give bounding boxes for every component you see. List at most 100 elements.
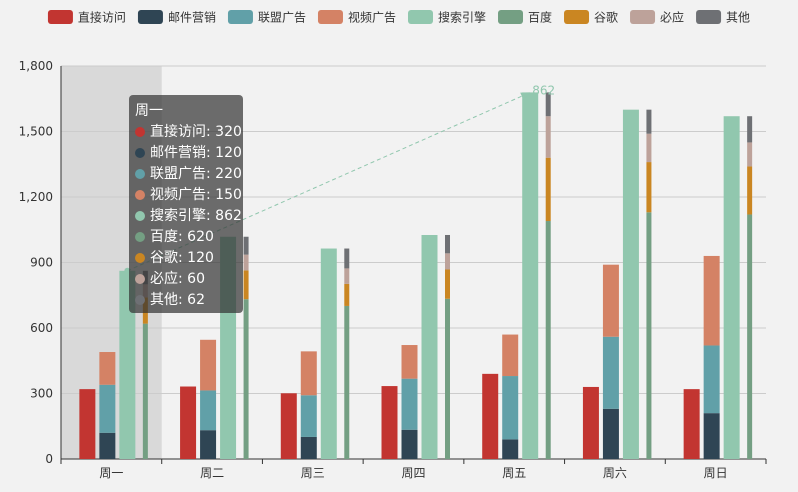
y-tick-label: 0	[45, 452, 53, 466]
tooltip-series-name: 搜索引擎	[150, 208, 206, 224]
tooltip: 周一 直接访问: 320 邮件营销: 120 联盟广告: 220 视频广告: 150 搜…	[129, 95, 243, 313]
tooltip-dot	[135, 169, 145, 179]
tooltip-row: 必应: 60	[135, 269, 237, 290]
bar-视频广告	[99, 352, 116, 385]
bar-视频广告	[401, 345, 418, 379]
legend-item-必应: 必应	[630, 10, 684, 25]
bar-搜索引擎	[622, 109, 639, 460]
bar-直接访问	[180, 386, 197, 459]
legend-item-搜索引擎: 搜索引擎	[407, 10, 486, 25]
bar-直接访问	[482, 373, 499, 459]
tooltip-series-value: 62	[187, 292, 205, 308]
legend-item-邮件营销: 邮件营销	[137, 10, 216, 25]
tooltip-series-value: 150	[215, 187, 242, 203]
bar-其他	[243, 236, 249, 255]
legend-label: 其他	[726, 11, 750, 25]
tooltip-series-value: 220	[215, 166, 242, 182]
x-tick-label: 周六	[603, 466, 627, 480]
bar-直接访问	[381, 386, 398, 459]
tooltip-series-value: 120	[187, 250, 214, 266]
x-tick-label: 周一	[99, 466, 123, 480]
tooltip-dot	[135, 232, 145, 242]
bar-百度	[344, 305, 350, 459]
tooltip-dot	[135, 274, 145, 284]
tooltip-series-name: 其他	[150, 292, 178, 308]
bar-联盟广告	[401, 378, 418, 430]
bar-谷歌	[646, 162, 652, 213]
mark-line-label: 862	[532, 83, 555, 97]
x-tick-label: 周四	[401, 466, 425, 480]
bar-必应	[646, 133, 652, 163]
tooltip-separator: :	[178, 271, 188, 287]
tooltip-series-name: 邮件营销	[150, 145, 206, 161]
y-tick-label: 1,500	[19, 125, 53, 139]
bar-邮件营销	[200, 430, 217, 459]
tooltip-row: 百度: 620	[135, 227, 237, 248]
legend-item-其他: 其他	[696, 10, 750, 25]
bar-谷歌	[445, 269, 450, 299]
bar-联盟广告	[602, 336, 619, 409]
bar-其他	[747, 116, 753, 143]
tooltip-separator: :	[178, 250, 188, 266]
tooltip-separator: :	[206, 208, 216, 224]
bar-联盟广告	[300, 395, 317, 437]
bar-联盟广告	[703, 345, 720, 414]
tooltip-series-name: 百度	[150, 229, 178, 245]
bar-搜索引擎	[421, 234, 438, 459]
bar-邮件营销	[703, 413, 720, 459]
bar-必应	[545, 116, 551, 158]
bar-邮件营销	[502, 439, 519, 459]
bar-百度	[142, 323, 148, 459]
bar-其他	[545, 92, 551, 117]
legend-item-视频广告: 视频广告	[317, 10, 396, 25]
legend-swatch	[317, 10, 343, 24]
tooltip-separator: :	[206, 124, 216, 140]
legend-label: 百度	[528, 10, 552, 25]
bar-视频广告	[200, 339, 217, 391]
tooltip-series-value: 120	[215, 145, 242, 161]
bar-百度	[545, 221, 551, 459]
bar-视频广告	[602, 264, 619, 337]
tooltip-series-value: 320	[215, 124, 242, 140]
bar-视频广告	[703, 255, 720, 346]
bar-视频广告	[502, 334, 519, 377]
bar-视频广告	[300, 351, 317, 396]
legend-label: 谷歌	[594, 10, 618, 25]
bar-其他	[344, 248, 350, 269]
bar-直接访问	[280, 393, 297, 459]
tooltip-separator: :	[178, 292, 188, 308]
tooltip-row: 视频广告: 150	[135, 185, 242, 206]
x-tick-label: 周日	[704, 466, 728, 480]
tooltip-dot	[135, 127, 145, 137]
bar-联盟广告	[200, 390, 217, 431]
bar-百度	[445, 298, 450, 459]
x-tick-label: 周三	[301, 466, 325, 480]
legend-label: 直接访问	[78, 10, 126, 25]
legend-item-直接访问: 直接访问	[47, 10, 126, 25]
legend-item-百度: 百度	[498, 10, 552, 25]
tooltip-row: 直接访问: 320	[135, 122, 242, 143]
bar-邮件营销	[401, 429, 418, 459]
bar-直接访问	[582, 386, 599, 459]
bar-邮件营销	[99, 432, 116, 459]
tooltip-row: 其他: 62	[135, 290, 237, 311]
bar-必应	[243, 254, 249, 271]
bar-谷歌	[344, 283, 350, 306]
mark-line-start	[124, 267, 131, 274]
tooltip-row: 谷歌: 120	[135, 248, 237, 269]
bar-谷歌	[545, 157, 551, 222]
tooltip-separator: :	[178, 229, 188, 245]
legend-item-联盟广告: 联盟广告	[227, 10, 306, 25]
tooltip-separator: :	[206, 145, 216, 161]
tooltip-series-value: 862	[215, 208, 242, 224]
tooltip-series-name: 必应	[150, 271, 178, 287]
y-tick-label: 1,800	[19, 59, 53, 73]
legend-label: 联盟广告	[258, 11, 306, 25]
tooltip-series-value: 620	[187, 229, 214, 245]
legend-label: 必应	[660, 10, 684, 25]
tooltip-series-value: 60	[187, 271, 205, 287]
legend-label: 视频广告	[348, 10, 396, 25]
bar-联盟广告	[502, 376, 519, 440]
